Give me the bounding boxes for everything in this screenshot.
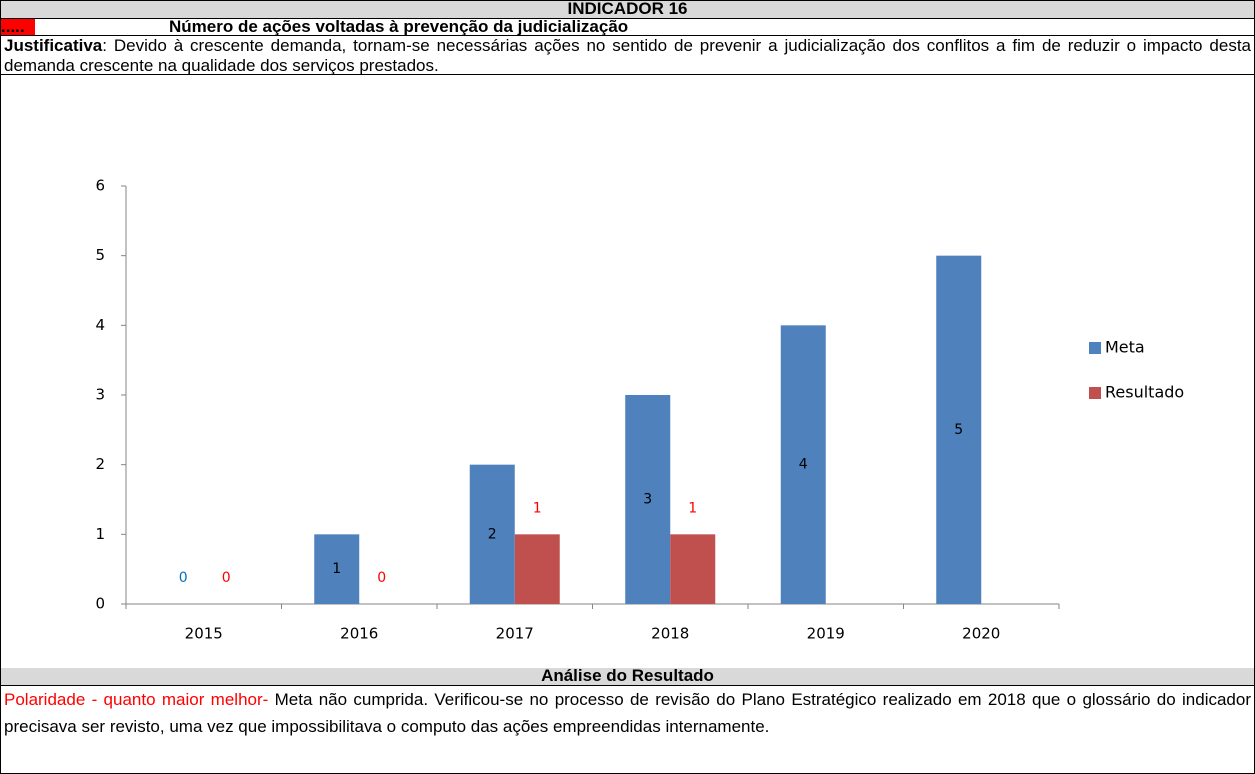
subtitle-row: ..... Número de ações voltadas à prevenç… — [1, 17, 1254, 36]
analysis-text: Meta não cumprida. Verificou-se no proce… — [4, 690, 1251, 736]
x-tick-label: 2017 — [496, 625, 534, 643]
bar — [314, 534, 360, 604]
data-label: 5 — [954, 422, 963, 438]
bar — [670, 534, 716, 604]
data-label: 1 — [533, 500, 542, 516]
y-tick-label: 0 — [95, 595, 105, 613]
bar — [514, 534, 560, 604]
x-tick-label: 2019 — [807, 625, 845, 643]
analysis-title: Análise do Resultado — [1, 667, 1254, 686]
justification-text: : Devido à crescente demanda, tornam-se … — [4, 36, 1251, 75]
status-marker: ..... — [1, 18, 35, 35]
legend-label: Resultado — [1105, 383, 1184, 402]
legend-swatch — [1089, 387, 1101, 399]
data-label: 1 — [332, 561, 341, 577]
y-tick-label: 6 — [95, 177, 105, 195]
y-tick-label: 5 — [95, 246, 105, 264]
indicator-title: INDICADOR 16 — [1, 0, 1254, 19]
data-label: 3 — [643, 492, 652, 508]
justification: Justificativa: Devido à crescente demand… — [1, 36, 1254, 75]
y-tick-label: 4 — [95, 316, 105, 334]
x-tick-label: 2015 — [185, 625, 223, 643]
x-tick-label: 2020 — [962, 625, 1000, 643]
y-tick-label: 3 — [95, 386, 105, 404]
y-tick-label: 1 — [95, 525, 105, 543]
subtitle: Número de ações voltadas à prevenção da … — [169, 17, 629, 36]
data-label: 2 — [488, 526, 497, 542]
bar — [936, 255, 982, 604]
bar — [625, 395, 671, 604]
x-tick-label: 2018 — [651, 625, 689, 643]
chart: 0 1 2 3 4 5 6 2015 0 0 2016 1 0 2017 2 1 2018 3 1 2019 4 2020… — [95, 177, 1184, 643]
legend-label: Meta — [1105, 338, 1145, 357]
bar — [469, 464, 515, 604]
bar — [780, 325, 826, 604]
data-label: 4 — [799, 457, 808, 473]
data-label: 0 — [222, 570, 231, 586]
data-label: 0 — [377, 570, 386, 586]
x-tick-label: 2016 — [340, 625, 378, 643]
analysis-highlight: Polaridade - quanto maior melhor- — [4, 690, 269, 709]
data-label: 0 — [179, 570, 188, 586]
data-label: 1 — [688, 500, 697, 516]
analysis: Polaridade - quanto maior melhor- Meta n… — [1, 686, 1254, 773]
legend-swatch — [1089, 342, 1101, 354]
y-tick-label: 2 — [95, 455, 105, 473]
justification-label: Justificativa — [4, 36, 103, 55]
